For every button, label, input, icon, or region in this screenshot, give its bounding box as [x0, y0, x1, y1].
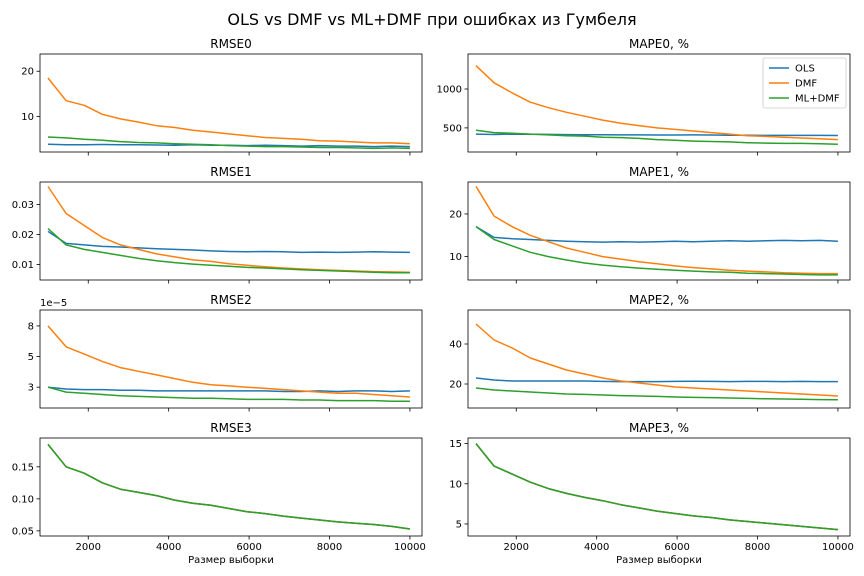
y-tick-label: 10: [21, 112, 34, 123]
series-line-ml-dmf: [475, 226, 838, 276]
y-tick-label: 0.05: [12, 526, 34, 537]
series-line-ols: [47, 386, 410, 393]
legend: OLS DMF ML+DMF: [762, 57, 847, 109]
panel-title: MAPE3, %: [629, 421, 689, 435]
panel-title: MAPE2, %: [629, 293, 689, 307]
series-line-ols: [475, 226, 838, 243]
x-tick-label: 4000: [584, 542, 609, 553]
x-tick-label: 8000: [745, 542, 770, 553]
series-line-ml-dmf: [47, 136, 410, 150]
panels: RMSE0 10 20 MAPE0, % 500 1000 OLS DMF ML+DMF RMSE…: [12, 37, 854, 566]
series-line-ml-dmf: [475, 443, 838, 531]
axes-frame: [467, 53, 851, 153]
series-line-ols: [47, 443, 411, 530]
panel-mape0: MAPE0, % 500 1000 OLS DMF ML+DMF: [437, 37, 851, 156]
panel-rmse2: RMSE2 3 5 8 1e−5: [28, 293, 423, 412]
legend-frame: [762, 57, 847, 109]
axes-frame: [467, 437, 851, 537]
series-line-ols: [47, 230, 410, 254]
series-line-dmf: [47, 186, 410, 273]
x-tick-label: 4000: [156, 542, 181, 553]
y-tick-label: 40: [449, 340, 462, 351]
panel-rmse1: RMSE1 0.01 0.02 0.03: [12, 165, 423, 284]
series-line-ols: [475, 443, 838, 531]
series-line-ml-dmf: [47, 386, 410, 403]
series-line-dmf: [47, 443, 411, 530]
y-tick-label: 500: [443, 123, 462, 134]
series-line-dmf: [475, 65, 838, 141]
panel-title: RMSE1: [210, 165, 252, 179]
x-tick-label: 6000: [664, 542, 689, 553]
y-tick-label: 0.02: [12, 230, 34, 241]
x-tick-label: 2000: [76, 542, 101, 553]
axes-frame: [467, 181, 851, 281]
y-tick-label: 10: [449, 479, 462, 490]
panel-title: RMSE3: [210, 421, 252, 435]
axes-frame: [39, 181, 423, 281]
axes-frame: [39, 53, 423, 153]
panel-mape3: MAPE3, % 5 10 15 2000 4000 6000 8000 10000 Размер…: [449, 421, 854, 566]
y-tick-label: 20: [449, 380, 462, 391]
axes-frame: [39, 309, 423, 409]
axes-frame: [39, 437, 423, 537]
series-line-dmf: [475, 443, 838, 531]
x-axis-label: Размер выборки: [188, 555, 274, 566]
figure-title: OLS vs DMF vs ML+DMF при ошибках из Гумб…: [227, 10, 636, 29]
series-line-ols: [475, 377, 838, 383]
panel-title: RMSE0: [210, 37, 252, 51]
y-tick-label: 0.03: [12, 200, 34, 211]
legend-label: ML+DMF: [795, 94, 840, 105]
x-axis-label: Размер выборки: [616, 555, 702, 566]
y-tick-label: 1000: [437, 85, 462, 96]
axes-frame: [467, 309, 851, 409]
y-tick-label: 5: [28, 352, 34, 363]
y-tick-label: 0.15: [12, 462, 34, 473]
legend-label: OLS: [795, 64, 815, 75]
panel-mape1: MAPE1, % 10 20: [449, 165, 851, 284]
series-line-ml-dmf: [475, 387, 838, 401]
series-line-ml-dmf: [475, 129, 838, 145]
y-tick-label: 10: [449, 252, 462, 263]
x-tick-label: 2000: [504, 542, 529, 553]
x-tick-label: 10000: [822, 542, 854, 553]
panel-title: MAPE0, %: [629, 37, 689, 51]
y-tick-label: 0.10: [12, 494, 34, 505]
y-tick-label: 8: [28, 321, 34, 332]
panel-rmse3: RMSE3 0.05 0.10 0.15 2000 4000 6000 8000 10000 Ра…: [12, 421, 426, 566]
x-tick-label: 8000: [317, 542, 342, 553]
panel-title: RMSE2: [210, 293, 252, 307]
panel-mape2: MAPE2, % 20 40: [449, 293, 851, 412]
y-tick-label: 15: [449, 439, 462, 450]
y-tick-label: 5: [456, 519, 462, 530]
x-tick-label: 6000: [236, 542, 261, 553]
y-multiplier-label: 1e−5: [40, 298, 67, 309]
y-tick-label: 20: [21, 67, 34, 78]
panel-title: MAPE1, %: [629, 165, 689, 179]
series-line-dmf: [475, 323, 838, 397]
series-line-dmf: [475, 185, 838, 275]
y-tick-label: 3: [28, 383, 34, 394]
series-line-ml-dmf: [47, 227, 410, 274]
panel-rmse0: RMSE0 10 20: [21, 37, 423, 156]
legend-label: DMF: [795, 79, 817, 90]
x-tick-label: 10000: [394, 542, 426, 553]
y-tick-label: 0.01: [12, 260, 34, 271]
series-line-ml-dmf: [47, 443, 411, 530]
y-tick-label: 20: [449, 209, 462, 220]
series-line-dmf: [47, 325, 410, 398]
series-line-dmf: [47, 77, 410, 145]
